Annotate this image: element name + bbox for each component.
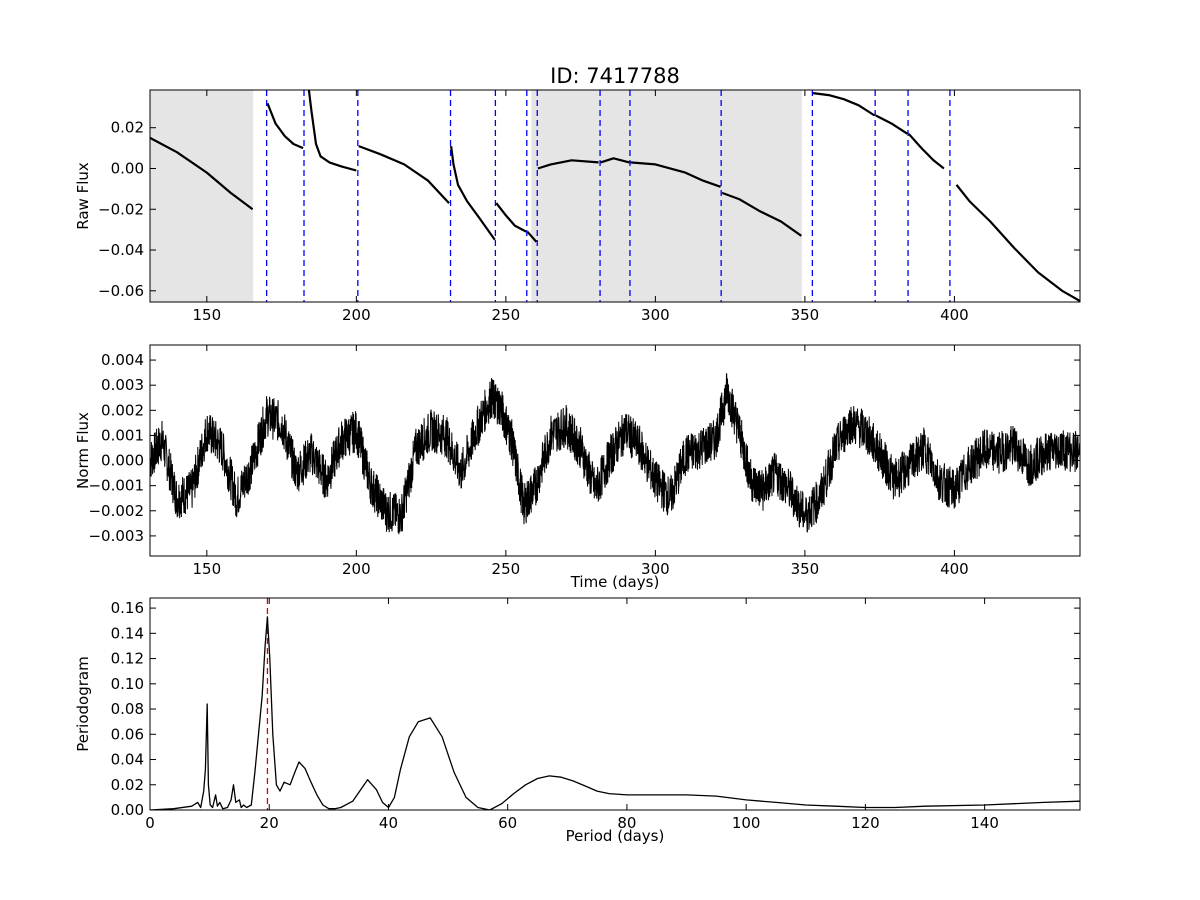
- raw-flux-segment: [307, 90, 357, 172]
- raw-flux-panel: 150 200 250 300 350 400 −0.06 −0.04 −0.02 0.00 0.0…: [74, 89, 1081, 324]
- norm-ytick-label: 0.000: [101, 452, 144, 470]
- periodogram-frame: [149, 597, 1081, 811]
- periodogram-plot-area: [150, 598, 1080, 810]
- periodogram-xtick-label: 20: [260, 814, 279, 832]
- raw-plot-area: [150, 90, 1080, 302]
- periodogram-ytick-label: 0.02: [111, 776, 144, 794]
- raw-flux-segment: [358, 145, 450, 204]
- norm-plot-area: [150, 373, 1080, 535]
- raw-flux-segment: [526, 230, 538, 243]
- norm-xlabel: Time (days): [570, 573, 660, 591]
- norm-ytick-label: 0.002: [101, 401, 144, 419]
- norm-frame: [149, 344, 1081, 557]
- raw-xtick-label: 250: [492, 306, 521, 324]
- norm-xtick-label: 350: [791, 560, 820, 578]
- periodogram-ytick-label: 0.04: [111, 751, 144, 769]
- raw-xtick-label: 350: [791, 306, 820, 324]
- norm-xtick-label: 250: [492, 560, 521, 578]
- shaded-region: [150, 90, 254, 302]
- raw-flux-segment: [537, 159, 599, 170]
- raw-frame: [149, 89, 1081, 303]
- periodogram-panel: 0 20 40 60 80 100 120 140 0.00 0.02 0.04 0.06 0.08 0.…: [74, 597, 1081, 845]
- periodogram-xlabel: Period (days): [566, 827, 665, 845]
- norm-xtick-label: 300: [641, 560, 670, 578]
- raw-flux-segment: [600, 157, 630, 164]
- raw-flux-segment: [450, 145, 496, 241]
- periodogram-line: [150, 616, 1080, 810]
- norm-ytick-label: −0.001: [88, 477, 144, 495]
- periodogram-ytick-label: 0.16: [111, 599, 144, 617]
- norm-flux-panel: 150 200 250 300 350 400 −0.003 −0.002 −0.001 0.00…: [74, 344, 1081, 591]
- norm-xtick-label: 400: [940, 560, 969, 578]
- raw-flux-segment: [266, 102, 304, 150]
- raw-flux-segment: [721, 191, 802, 237]
- raw-ylabel: Raw Flux: [74, 162, 92, 230]
- periodogram-xtick-label: 100: [732, 814, 761, 832]
- norm-flux-line: [150, 373, 1080, 535]
- raw-ytick-label: 0.02: [111, 119, 144, 137]
- periodogram-ylabel: Periodogram: [74, 656, 92, 751]
- norm-ytick-label: −0.002: [88, 502, 144, 520]
- raw-ytick-label: 0.00: [111, 159, 144, 177]
- raw-ytick-label: −0.02: [98, 200, 144, 218]
- raw-flux-segment: [812, 92, 876, 117]
- figure-title: ID: 7417788: [550, 64, 680, 88]
- shaded-region: [531, 90, 802, 302]
- raw-flux-segment: [907, 133, 945, 170]
- raw-ytick-label: −0.06: [98, 282, 144, 300]
- periodogram-ytick-label: 0.10: [111, 675, 144, 693]
- periodogram-xtick-label: 40: [379, 814, 398, 832]
- raw-xtick-label: 300: [641, 306, 670, 324]
- norm-ylabel: Norm Flux: [74, 412, 92, 489]
- raw-flux-segment: [630, 161, 721, 188]
- raw-flux-segment: [495, 202, 527, 233]
- periodogram-xtick-label: 120: [851, 814, 880, 832]
- periodogram-ytick-label: 0.00: [111, 801, 144, 819]
- periodogram-xtick-label: 60: [498, 814, 517, 832]
- norm-xtick-label: 200: [342, 560, 371, 578]
- norm-ytick-label: 0.003: [101, 376, 144, 394]
- raw-ytick-label: −0.04: [98, 241, 144, 259]
- periodogram-xtick-label: 140: [970, 814, 999, 832]
- norm-ytick-label: 0.004: [101, 351, 144, 369]
- norm-ytick-label: 0.001: [101, 426, 144, 444]
- raw-flux-segment: [875, 114, 909, 135]
- norm-xtick-label: 150: [192, 560, 221, 578]
- raw-xtick-label: 400: [940, 306, 969, 324]
- periodogram-ytick-label: 0.14: [111, 624, 144, 642]
- raw-flux-segment: [955, 184, 1080, 302]
- raw-flux-segment: [150, 136, 254, 211]
- periodogram-ytick-label: 0.06: [111, 725, 144, 743]
- periodogram-ytick-label: 0.08: [111, 700, 144, 718]
- norm-ytick-label: −0.003: [88, 527, 144, 545]
- periodogram-ytick-label: 0.12: [111, 650, 144, 668]
- periodogram-xtick-label: 0: [145, 814, 155, 832]
- raw-xtick-label: 150: [192, 306, 221, 324]
- raw-xtick-label: 200: [342, 306, 371, 324]
- periodogram-xtick-label: 80: [617, 814, 636, 832]
